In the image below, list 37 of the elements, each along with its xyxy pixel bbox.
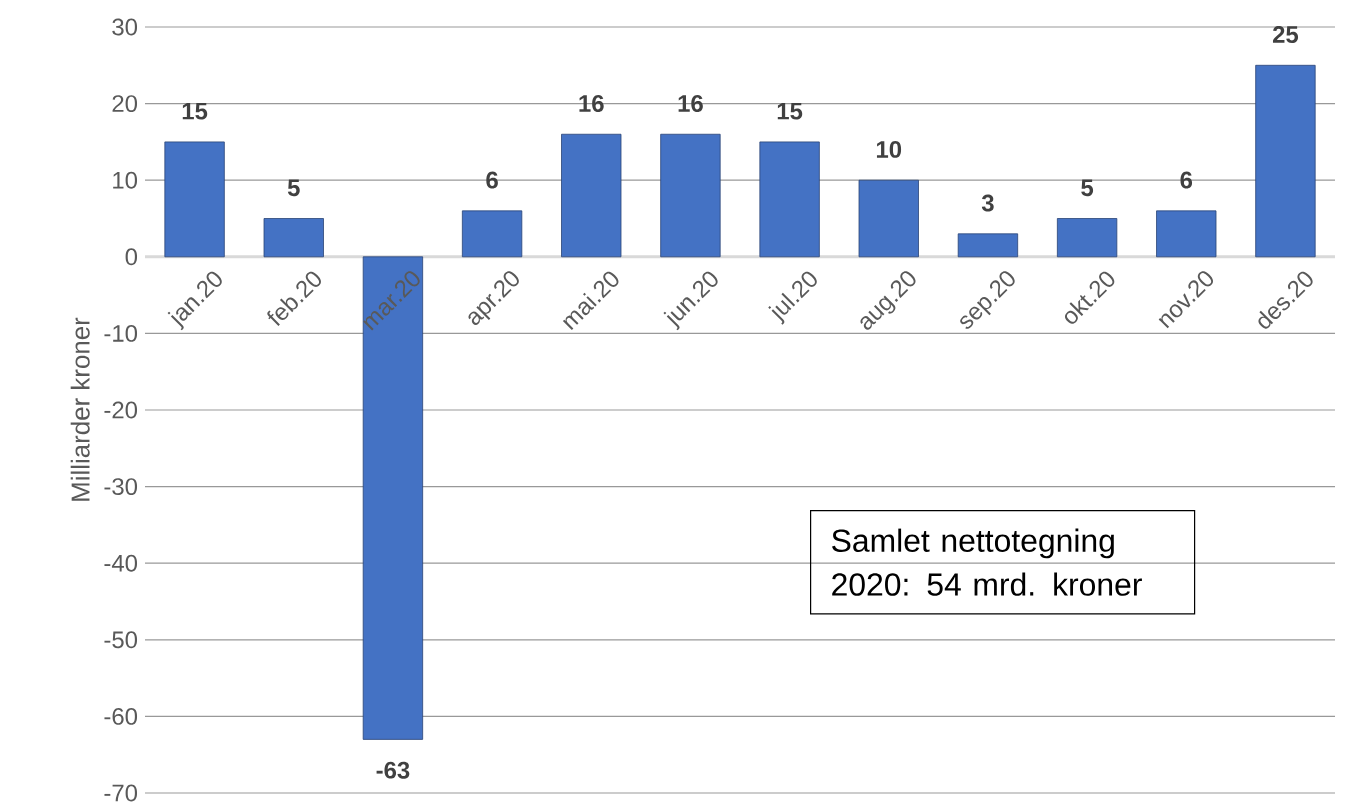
bar [1056,218,1118,258]
data-label: -63 [376,761,410,779]
y-tick-label: 20 [112,95,138,113]
data-label: 15 [182,102,208,120]
data-label: 3 [981,194,994,212]
bar [660,133,721,258]
bar [461,210,523,258]
data-label: 16 [579,95,604,112]
bar [1156,210,1217,258]
bar [561,133,622,258]
data-label: 6 [1180,171,1193,189]
annotation: Samlet nettotegning 2020: 54 mrd. kroner [832,528,1142,596]
y-tick-label: -50 [104,631,138,649]
y-tick-label: -10 [104,324,138,342]
data-label: 16 [678,95,703,112]
y-tick-label: -70 [104,784,138,802]
bar [1255,64,1316,258]
bar [263,218,324,258]
y-axis-title: Milliarder kroner [70,317,90,501]
data-label: 25 [1272,26,1299,43]
y-tick-label: -60 [104,707,138,725]
bar [957,233,1019,258]
bar [858,179,919,258]
y-tick-label: 0 [125,248,138,266]
bar [164,141,225,258]
y-tick-label: 10 [113,171,138,189]
data-label: 10 [876,140,902,158]
bar [362,256,424,740]
data-label: 5 [287,179,300,197]
y-tick-label: -20 [104,401,138,419]
y-tick-label: -30 [104,478,138,496]
bar [759,141,820,258]
y-tick-label: 30 [112,18,138,36]
y-tick-label: -40 [104,554,138,572]
data-label: 6 [486,171,498,189]
data-label: 5 [1081,179,1094,197]
data-label: 15 [777,102,803,120]
